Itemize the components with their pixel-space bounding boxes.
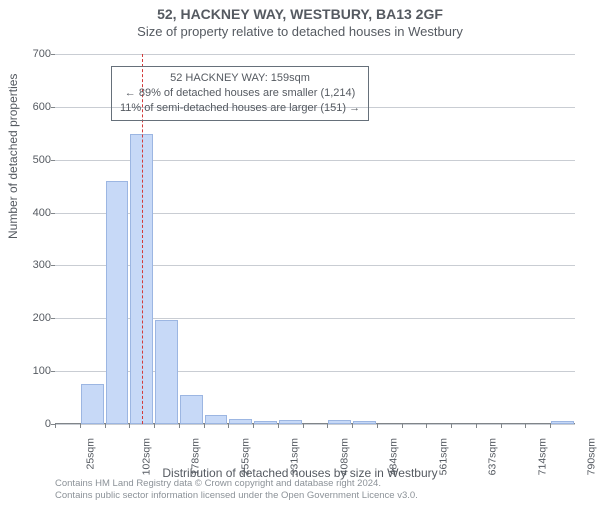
y-tick-label: 700 xyxy=(17,48,51,60)
x-tick-mark xyxy=(278,424,279,428)
y-tick-label: 200 xyxy=(17,312,51,324)
histogram-bar xyxy=(229,419,252,424)
y-tick-label: 100 xyxy=(17,365,51,377)
y-tick-label: 500 xyxy=(17,154,51,166)
x-tick-mark xyxy=(303,424,304,428)
x-tick-label: 25sqm xyxy=(85,438,97,470)
histogram-bar xyxy=(328,420,351,424)
histogram-bar xyxy=(180,395,203,424)
x-tick-mark xyxy=(327,424,328,428)
x-tick-mark xyxy=(476,424,477,428)
annotation-line: ← 89% of detached houses are smaller (1,… xyxy=(120,86,360,101)
x-tick-mark xyxy=(55,424,56,428)
x-tick-mark xyxy=(228,424,229,428)
x-tick-mark xyxy=(80,424,81,428)
histogram-bar xyxy=(551,421,574,424)
annotation-line: 11% of semi-detached houses are larger (… xyxy=(120,101,360,116)
y-tick-mark xyxy=(51,318,55,319)
y-tick-label: 300 xyxy=(17,259,51,271)
footer-line-2: Contains public sector information licen… xyxy=(55,490,418,502)
annotation-line: 52 HACKNEY WAY: 159sqm xyxy=(120,71,360,86)
y-tick-mark xyxy=(51,265,55,266)
x-tick-mark xyxy=(501,424,502,428)
gridline xyxy=(55,54,575,55)
gridline xyxy=(55,424,575,425)
x-tick-mark xyxy=(402,424,403,428)
x-tick-mark xyxy=(426,424,427,428)
y-tick-mark xyxy=(51,213,55,214)
histogram-bar xyxy=(155,320,178,424)
x-tick-mark xyxy=(451,424,452,428)
chart-subtitle: Size of property relative to detached ho… xyxy=(0,24,600,39)
y-tick-mark xyxy=(51,107,55,108)
histogram-bar xyxy=(279,420,302,424)
x-tick-mark xyxy=(377,424,378,428)
chart-plot-area: 010020030040050060070025sqm102sqm178sqm2… xyxy=(55,54,575,424)
x-tick-mark xyxy=(154,424,155,428)
x-tick-mark xyxy=(550,424,551,428)
y-tick-mark xyxy=(51,160,55,161)
y-tick-mark xyxy=(51,371,55,372)
footer-line-1: Contains HM Land Registry data © Crown c… xyxy=(55,478,418,490)
histogram-bar xyxy=(81,384,104,424)
histogram-bar xyxy=(205,415,228,425)
histogram-bar xyxy=(106,181,129,424)
histogram-bar xyxy=(353,421,376,424)
x-tick-mark xyxy=(105,424,106,428)
chart-title-address: 52, HACKNEY WAY, WESTBURY, BA13 2GF xyxy=(0,6,600,22)
x-tick-mark xyxy=(525,424,526,428)
y-tick-label: 400 xyxy=(17,207,51,219)
y-tick-label: 0 xyxy=(17,418,51,430)
annotation-box: 52 HACKNEY WAY: 159sqm← 89% of detached … xyxy=(111,66,369,121)
x-tick-mark xyxy=(253,424,254,428)
x-tick-mark xyxy=(179,424,180,428)
y-tick-mark xyxy=(51,54,55,55)
histogram-bar xyxy=(254,421,277,424)
x-tick-mark xyxy=(204,424,205,428)
x-tick-mark xyxy=(352,424,353,428)
x-tick-mark xyxy=(129,424,130,428)
y-tick-label: 600 xyxy=(17,101,51,113)
chart-footer-attribution: Contains HM Land Registry data © Crown c… xyxy=(55,478,418,502)
